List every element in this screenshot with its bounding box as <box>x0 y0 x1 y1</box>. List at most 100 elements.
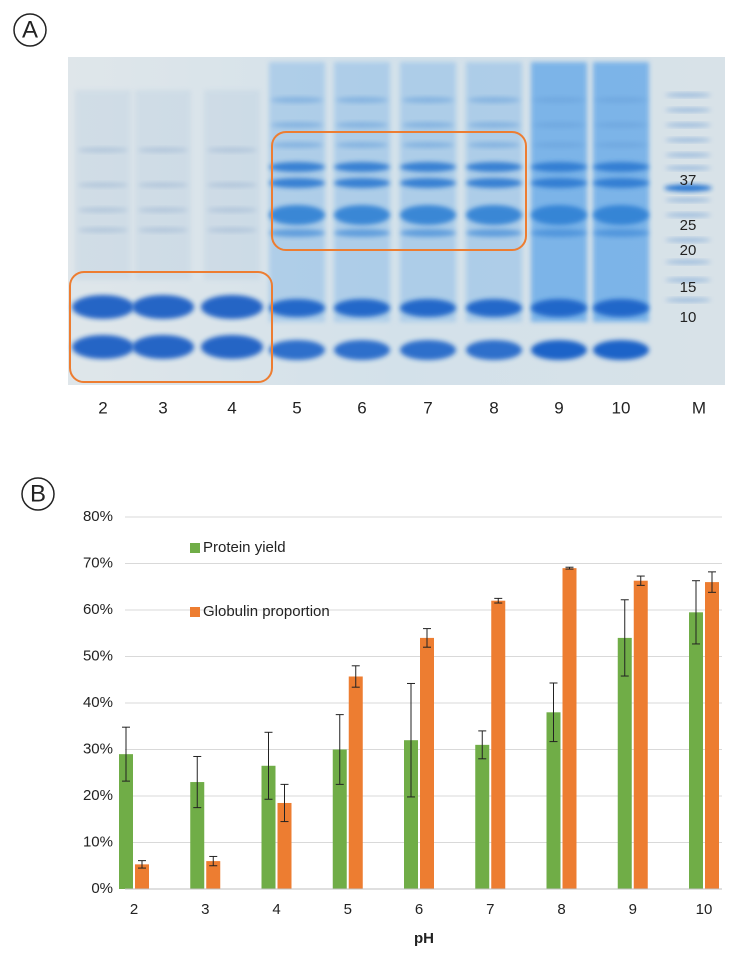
gel-band <box>78 182 128 188</box>
gel-band <box>138 207 188 213</box>
gel-band <box>201 295 263 319</box>
bar <box>546 712 561 889</box>
gel-band <box>138 147 188 153</box>
marker-label: 20 <box>680 242 697 259</box>
lane-label: 9 <box>554 398 563 417</box>
gel-band <box>400 299 456 317</box>
gel-band <box>400 205 456 225</box>
gel-band <box>466 178 522 188</box>
gel-band <box>531 162 587 172</box>
y-tick-label: 30% <box>83 740 113 757</box>
gel-band <box>72 295 134 319</box>
legend-label: Protein yield <box>203 539 286 556</box>
gel-band <box>336 142 388 148</box>
gel-band <box>271 122 323 128</box>
gel-band <box>533 97 585 103</box>
bar <box>206 861 221 889</box>
gel-band <box>271 97 323 103</box>
gel-band <box>201 335 263 359</box>
panel-label: A <box>22 16 38 43</box>
bar <box>348 676 363 889</box>
y-tick-label: 70% <box>83 554 113 571</box>
legend-swatch <box>190 543 200 553</box>
gel-image: 2 3 4 5 6 7 8 9 10 M 37 25 20 15 10 <box>68 57 725 417</box>
gel-band <box>665 278 711 282</box>
gel-band <box>269 299 325 317</box>
gel-band <box>665 123 711 127</box>
gel-band <box>665 198 711 202</box>
bar <box>404 740 418 889</box>
gel-band <box>665 138 711 142</box>
gel-band <box>665 166 711 170</box>
legend-swatch <box>190 607 200 617</box>
bar <box>705 582 719 889</box>
gel-band <box>400 162 456 172</box>
gel-band <box>269 162 325 172</box>
gel-band <box>466 162 522 172</box>
gel-band <box>533 142 585 148</box>
bar <box>491 600 506 889</box>
gel-band <box>402 142 454 148</box>
gel-band <box>468 122 520 128</box>
gel-band <box>593 178 649 188</box>
gel-band <box>132 335 194 359</box>
gel-band <box>271 142 323 148</box>
x-tick-label: 4 <box>272 901 280 918</box>
bar <box>119 754 133 889</box>
gel-band <box>334 340 390 360</box>
gel-band <box>132 295 194 319</box>
bar <box>135 864 149 889</box>
gel-band <box>466 340 522 360</box>
gel-band <box>78 227 128 233</box>
lane-label: 4 <box>227 398 236 417</box>
y-tick-label: 10% <box>83 833 113 850</box>
gel-band <box>665 213 711 217</box>
highlight-box <box>69 271 273 383</box>
bar <box>190 782 205 889</box>
bar <box>277 802 292 889</box>
y-tick-label: 50% <box>83 647 113 664</box>
gel-band <box>665 153 711 157</box>
gel-band <box>207 147 257 153</box>
legend-label: Globulin proportion <box>203 603 330 620</box>
gel-band <box>269 229 325 237</box>
x-tick-label: 2 <box>130 901 138 918</box>
gel-band <box>78 207 128 213</box>
y-tick-label: 0% <box>91 880 113 897</box>
gel-band <box>593 340 649 360</box>
y-tick-label: 20% <box>83 787 113 804</box>
gel-band <box>336 97 388 103</box>
gel-band <box>531 299 587 317</box>
lane-label: 6 <box>357 398 366 417</box>
lane-label: 2 <box>98 398 107 417</box>
gel-band <box>78 147 128 153</box>
gel-band <box>593 162 649 172</box>
x-tick-label: 7 <box>486 901 494 918</box>
bar <box>475 744 490 889</box>
y-tick-label: 60% <box>83 601 113 618</box>
lane-label: 8 <box>489 398 498 417</box>
gel-band <box>531 178 587 188</box>
gel-band <box>664 184 712 192</box>
gel-band <box>531 340 587 360</box>
gel-band <box>336 122 388 128</box>
gel-band <box>334 229 390 237</box>
gel-band <box>468 142 520 148</box>
bar <box>420 637 434 889</box>
x-tick-label: 9 <box>629 901 637 918</box>
gel-band <box>665 298 711 302</box>
bar <box>261 765 276 889</box>
marker-label: 15 <box>680 279 697 296</box>
gel-band <box>207 207 257 213</box>
bar <box>562 568 577 889</box>
x-axis-label: pH <box>414 930 434 947</box>
gel-band <box>334 299 390 317</box>
x-tick-label: 3 <box>201 901 209 918</box>
gel-band <box>665 93 711 97</box>
bar <box>617 637 632 889</box>
gel-band <box>665 260 711 264</box>
gel-band <box>593 205 649 225</box>
gel-band <box>138 182 188 188</box>
gel-band <box>269 340 325 360</box>
